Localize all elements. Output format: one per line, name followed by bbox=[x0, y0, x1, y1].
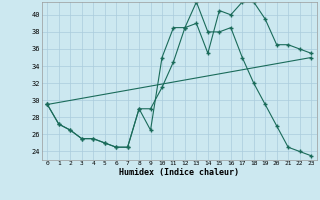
X-axis label: Humidex (Indice chaleur): Humidex (Indice chaleur) bbox=[119, 168, 239, 177]
